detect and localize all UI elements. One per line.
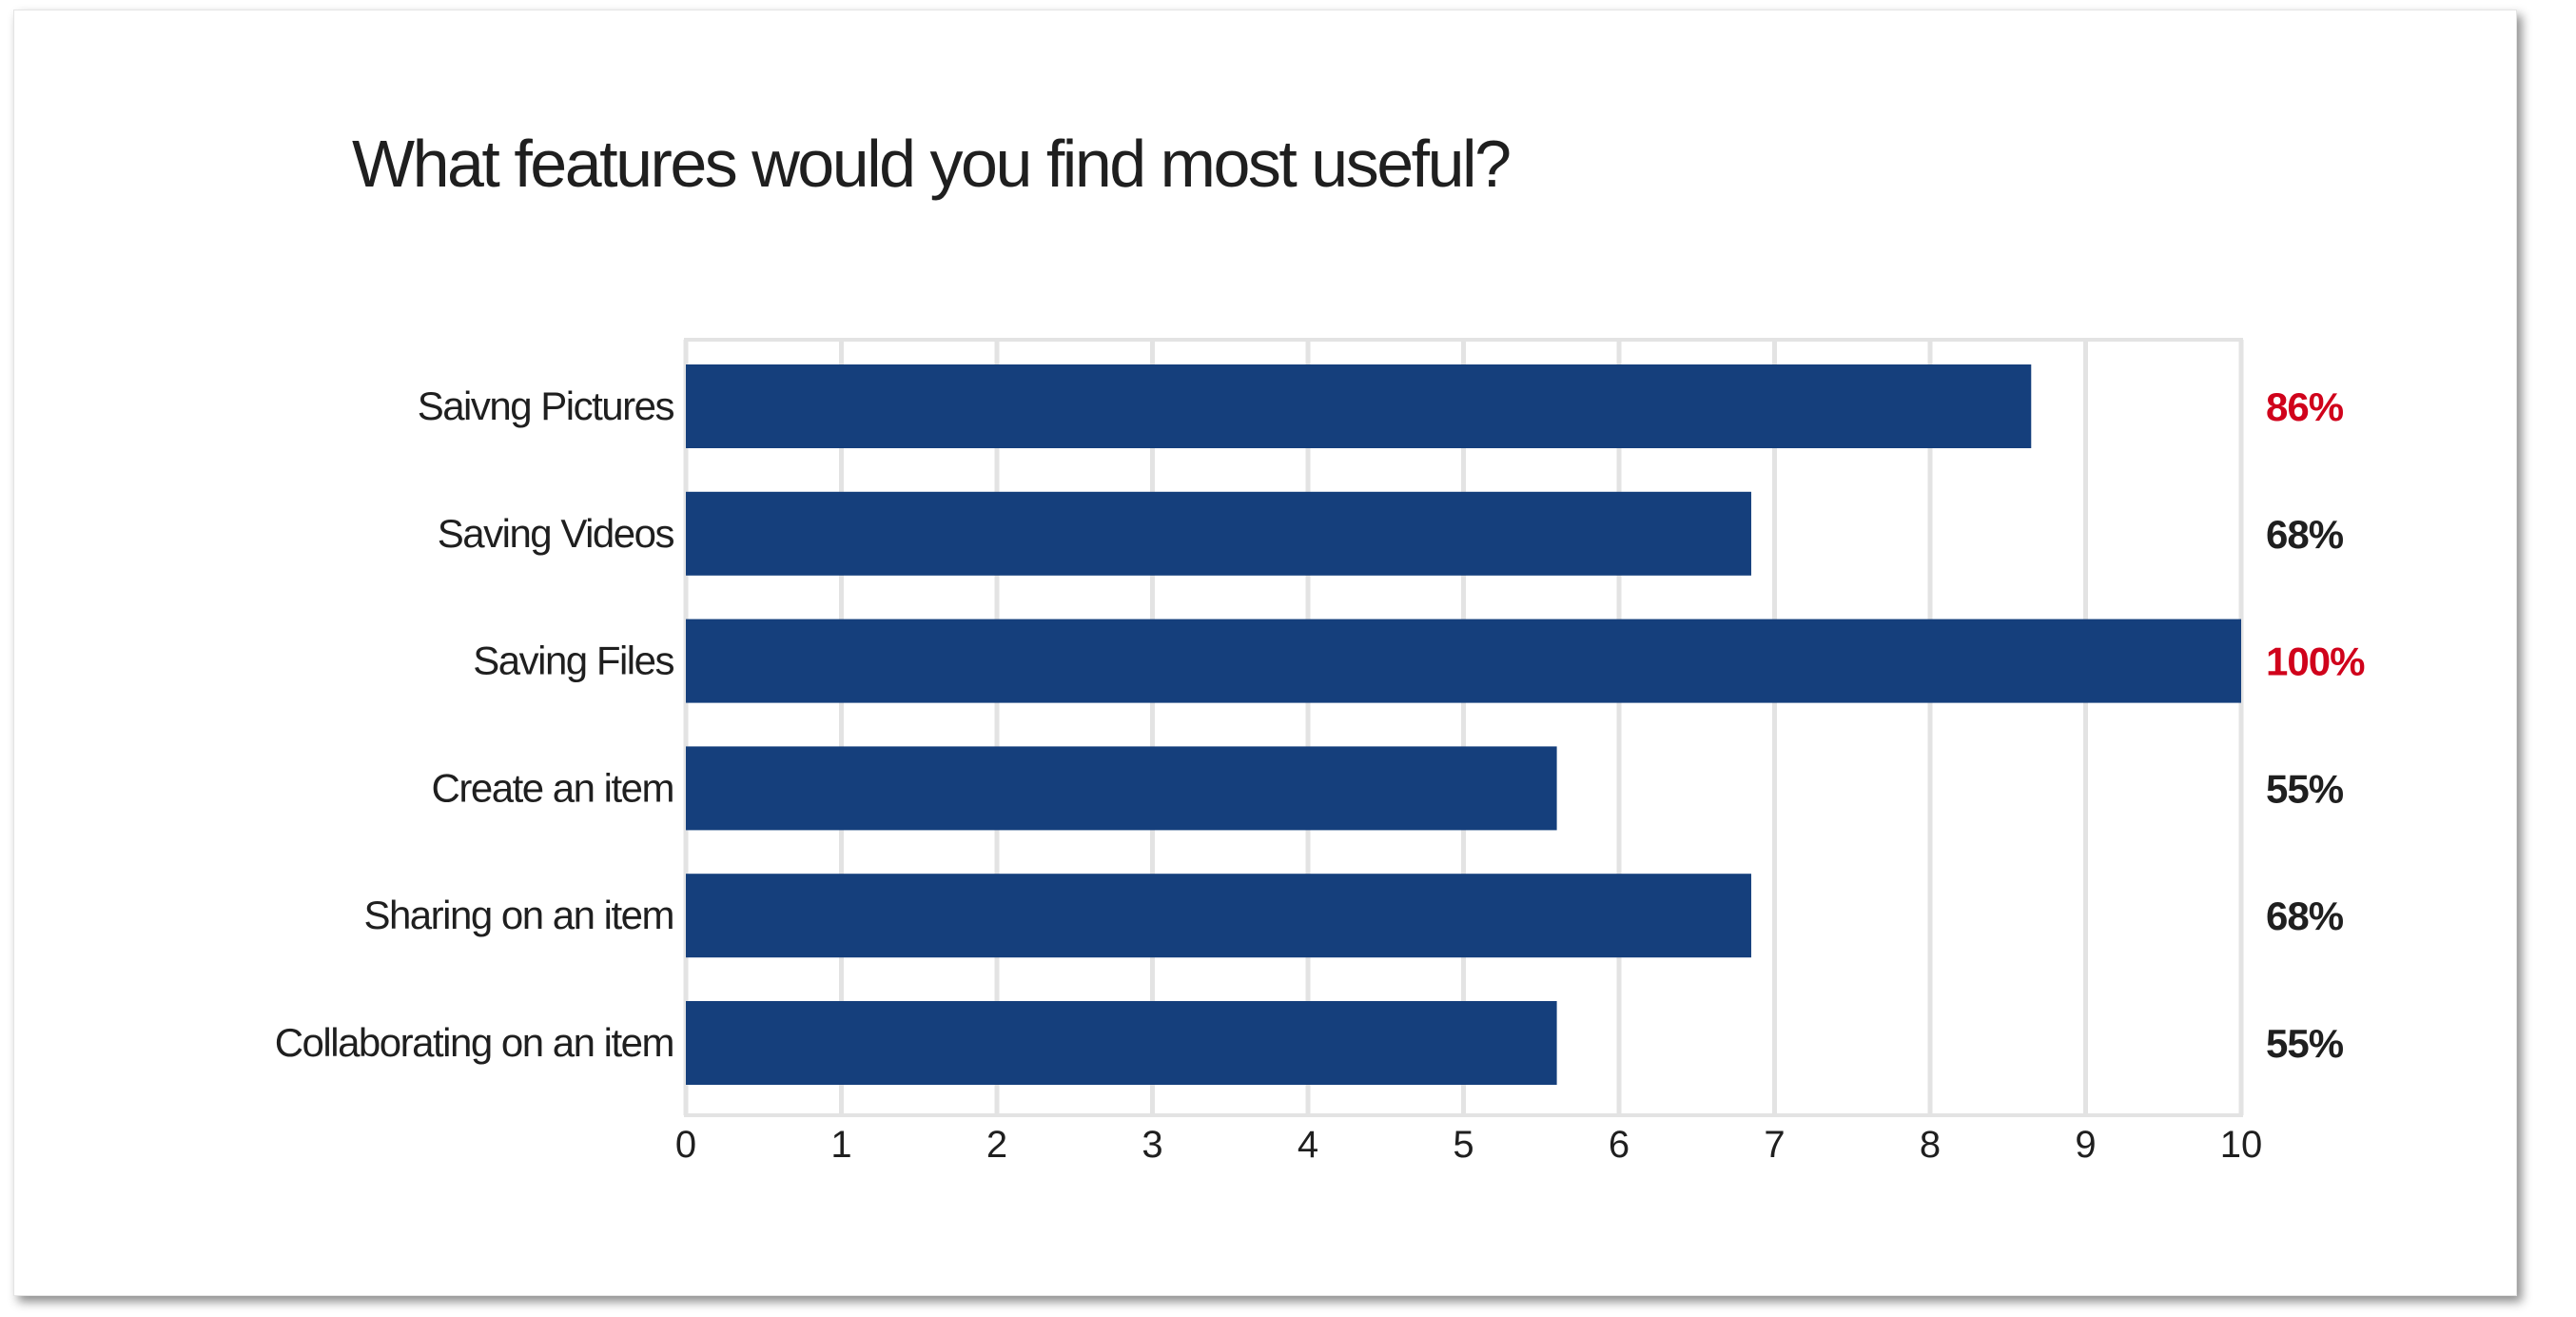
category-label: Sharing on an item	[363, 893, 673, 937]
value-label: 55%	[2266, 766, 2344, 811]
x-tick-label: 9	[2075, 1124, 2096, 1166]
bar	[686, 491, 1751, 576]
chart-title: What features would you find most useful…	[352, 127, 1512, 201]
category-label: Saivng Pictures	[418, 383, 674, 428]
x-tick-label: 6	[1609, 1124, 1630, 1166]
x-tick-label: 7	[1764, 1124, 1785, 1166]
gridlines	[683, 338, 2244, 1117]
x-tick-label: 3	[1142, 1124, 1162, 1166]
percentage-labels: 86% 68% 100% 55% 68% 55%	[2266, 384, 2366, 1066]
x-tick-label: 1	[830, 1124, 851, 1166]
value-label: 55%	[2266, 1021, 2344, 1066]
category-label: Create an item	[432, 765, 673, 810]
x-tick-label: 10	[2220, 1124, 2263, 1166]
category-labels: Saivng Pictures Saving Videos Saving Files…	[275, 383, 675, 1065]
bar	[686, 746, 1557, 831]
bars	[686, 364, 2241, 1085]
bar	[686, 619, 2241, 703]
x-tick-label: 4	[1298, 1124, 1318, 1166]
x-tick-label: 0	[675, 1124, 696, 1166]
category-label: Saving Videos	[438, 511, 674, 556]
bar	[686, 1001, 1557, 1085]
bar	[686, 364, 2032, 448]
value-label: 68%	[2266, 894, 2344, 938]
category-label: Saving Files	[473, 639, 673, 683]
x-axis-ticks: 0 1 2 3 4 5 6 7 8 9 10	[675, 1124, 2262, 1166]
x-tick-label: 8	[1920, 1124, 1941, 1166]
value-label: 100%	[2266, 639, 2365, 684]
value-label: 68%	[2266, 512, 2344, 557]
bar	[686, 874, 1751, 958]
x-tick-label: 2	[986, 1124, 1007, 1166]
value-label: 86%	[2266, 384, 2344, 429]
category-label: Collaborating on an item	[275, 1020, 673, 1065]
x-tick-label: 5	[1453, 1124, 1473, 1166]
